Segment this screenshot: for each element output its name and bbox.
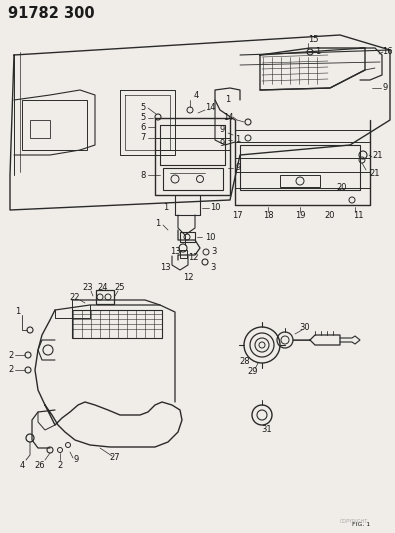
Text: 5: 5: [140, 114, 146, 123]
Bar: [240, 145, 360, 190]
Text: COPYRIGHT: COPYRIGHT: [340, 519, 368, 524]
Text: 6: 6: [140, 123, 146, 132]
Text: FIG. 1: FIG. 1: [352, 522, 370, 527]
Text: 18: 18: [263, 211, 273, 220]
Text: 22: 22: [70, 294, 80, 303]
Text: 16: 16: [382, 47, 392, 56]
Text: 2: 2: [57, 461, 63, 470]
Bar: [96, 290, 114, 304]
Text: 19: 19: [295, 211, 305, 220]
Text: 26: 26: [35, 461, 45, 470]
Text: 4: 4: [19, 461, 24, 470]
Text: 3: 3: [211, 247, 217, 256]
Text: 17: 17: [232, 211, 242, 220]
Text: 21: 21: [370, 168, 380, 177]
Text: 24: 24: [98, 284, 108, 293]
Text: 1: 1: [226, 95, 231, 104]
Text: 25: 25: [115, 284, 125, 293]
Text: 1: 1: [155, 219, 161, 228]
Text: 27: 27: [110, 454, 120, 463]
Bar: [180, 250, 187, 258]
Text: 9: 9: [235, 164, 241, 173]
Text: 14: 14: [223, 112, 233, 122]
Text: 20: 20: [325, 211, 335, 220]
Text: 9: 9: [73, 456, 79, 464]
Bar: [30, 120, 50, 138]
Text: 14: 14: [205, 103, 215, 112]
Text: 2: 2: [8, 351, 13, 359]
Text: 11: 11: [353, 211, 363, 220]
Text: 3: 3: [210, 263, 216, 272]
Text: 15: 15: [308, 36, 318, 44]
Text: 30: 30: [300, 324, 310, 333]
Bar: [163, 168, 223, 190]
Text: 10: 10: [205, 232, 215, 241]
Bar: [180, 232, 195, 242]
Text: 9: 9: [219, 139, 225, 148]
Text: 4: 4: [194, 92, 199, 101]
Bar: [72, 310, 162, 338]
Text: 20: 20: [337, 183, 347, 192]
Text: 10: 10: [210, 204, 220, 213]
Text: 9: 9: [382, 84, 387, 93]
Bar: [22, 100, 87, 150]
Text: 31: 31: [261, 425, 272, 434]
Text: 1: 1: [15, 308, 21, 317]
Text: 2: 2: [8, 366, 13, 375]
Text: 1: 1: [164, 204, 169, 213]
Text: 28: 28: [240, 358, 250, 367]
Text: 7: 7: [140, 133, 146, 142]
Bar: [280, 175, 320, 187]
Text: 5: 5: [140, 102, 146, 111]
Text: 8: 8: [140, 171, 146, 180]
Text: 1: 1: [315, 47, 321, 56]
Text: 13: 13: [170, 247, 180, 256]
Text: 13: 13: [160, 263, 170, 272]
Text: 29: 29: [248, 367, 258, 376]
Text: 12: 12: [183, 273, 193, 282]
Text: 23: 23: [83, 284, 93, 293]
Text: 1: 1: [235, 135, 241, 144]
Text: 91782 300: 91782 300: [8, 6, 95, 21]
Text: 12: 12: [188, 253, 198, 262]
Text: 9: 9: [219, 125, 225, 134]
Text: 21: 21: [373, 150, 383, 159]
